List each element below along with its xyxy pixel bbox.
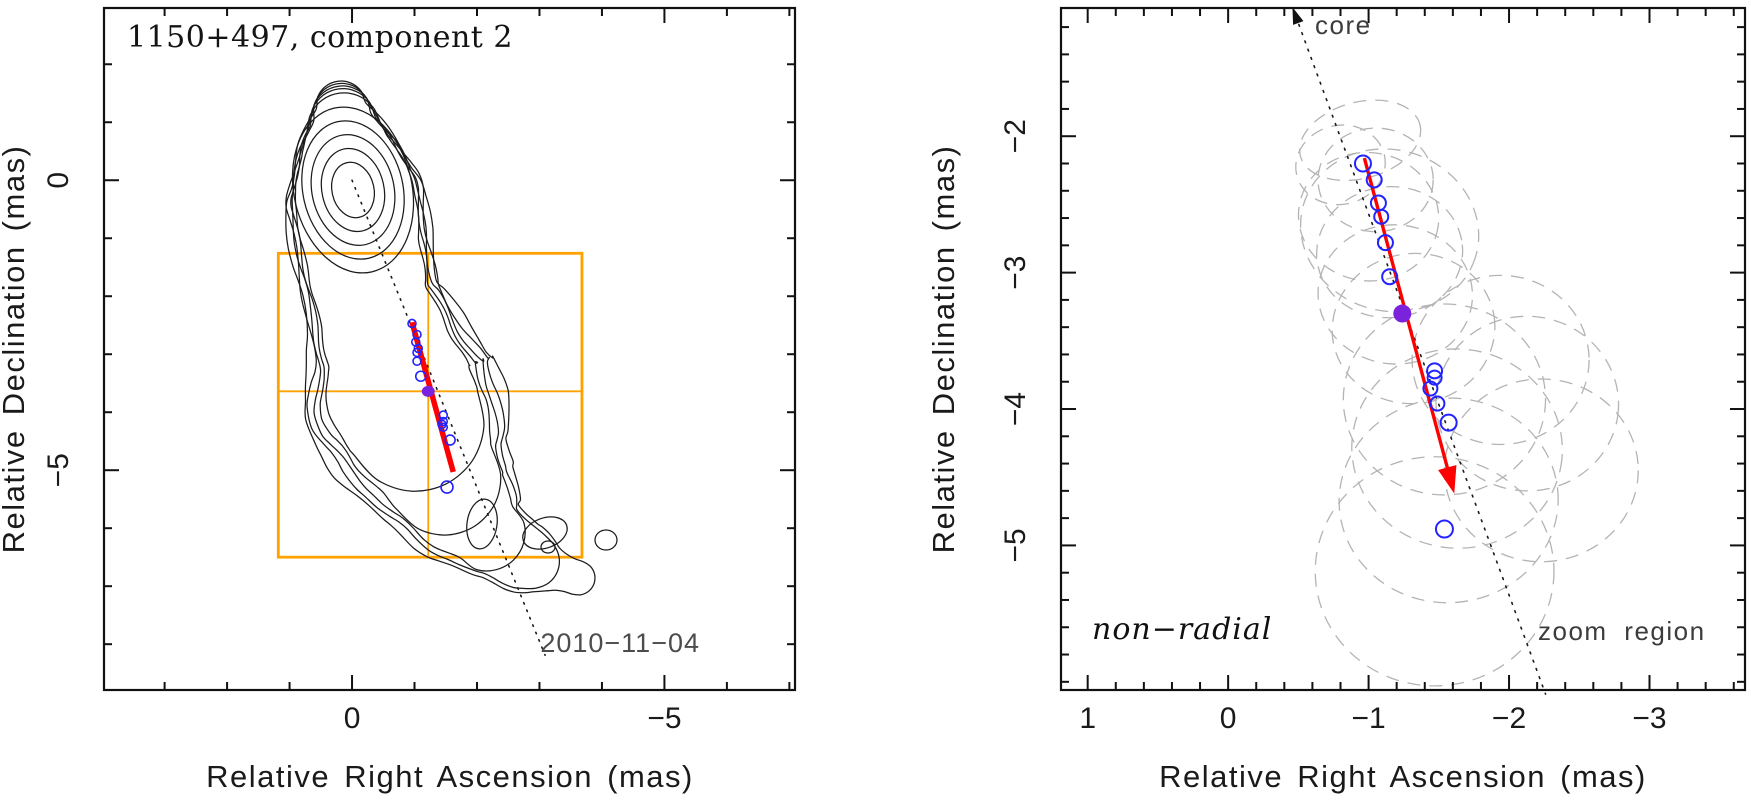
beam-ellipse: [1338, 397, 1559, 604]
contour-line: [294, 92, 485, 492]
beam-ellipse: [1331, 252, 1496, 405]
x-tick-label: 1: [1079, 702, 1096, 735]
beam-ellipse: [1299, 99, 1422, 182]
jet-axis-dotted-line: [1291, 7, 1547, 695]
component-circle: [1376, 234, 1394, 252]
beam-ellipse: [1314, 456, 1555, 687]
beam-ellipse: [1299, 148, 1480, 313]
jet-axis-dotted-line: [351, 179, 546, 657]
beam-ellipse: [1411, 274, 1590, 446]
x-tick-label: −3: [1632, 702, 1666, 735]
component-circle: [412, 356, 422, 366]
contour-line: [291, 106, 415, 274]
y-tick-label: 0: [42, 172, 75, 189]
contour-map: [285, 80, 618, 596]
contour-line: [301, 120, 405, 260]
right-panel: 1 0 −1 −2 −3 −2 −3 −4 −5 core zoom region non−ra…: [926, 6, 1747, 794]
contour-line: [330, 161, 376, 219]
zoom-box-rect: [276, 251, 584, 559]
beam-ellipse: [1295, 124, 1386, 206]
contour-line: [310, 134, 396, 246]
x-tick-label: 0: [1220, 702, 1237, 735]
component-circle: [438, 422, 449, 433]
y-tick-label: −3: [999, 256, 1032, 290]
observation-date: 2010−11−04: [540, 628, 700, 658]
component-circle: [1353, 154, 1372, 173]
core-label: core: [1315, 10, 1372, 40]
right-x-axis-title: Relative Right Ascension (mas): [1159, 759, 1647, 794]
contour-line: [522, 516, 568, 550]
contour-line: [291, 85, 526, 572]
left-jet-axis-dotted: [351, 179, 546, 657]
right-axes: 1 0 −1 −2 −3 −2 −3 −4 −5: [999, 6, 1747, 735]
beam-ellipse: [1443, 378, 1639, 563]
component-circle: [1422, 380, 1439, 397]
component-circle: [1439, 413, 1458, 432]
beam-ellipse: [1297, 151, 1440, 282]
component-circle: [413, 343, 424, 354]
component-circle: [444, 434, 456, 446]
y-tick-label: −2: [999, 119, 1032, 153]
x-tick-label: −1: [1351, 702, 1385, 735]
component-circle: [438, 410, 449, 420]
mean-position-dot: [1393, 304, 1412, 323]
component-circle: [1365, 171, 1383, 189]
core-arrowhead: [1292, 7, 1304, 25]
y-tick-label: −5: [999, 528, 1032, 562]
left-component-markers: [407, 318, 456, 494]
left-y-axis-title: Relative Declination (mas): [0, 145, 31, 554]
x-tick-label: −5: [647, 702, 681, 735]
component-circle: [414, 370, 427, 383]
trajectory-fit-line: [409, 321, 456, 473]
beam-ellipse: [1317, 224, 1474, 365]
contour-line: [594, 529, 618, 551]
right-y-axis-title: Relative Declination (mas): [926, 145, 961, 554]
mean-position-dot: [421, 385, 435, 397]
beam-ellipse: [1435, 315, 1620, 492]
velocity-arrowhead: [1438, 465, 1457, 494]
beam-ellipse: [1351, 348, 1564, 549]
left-panel: 0 −50−5 1150+497, component 2 2010−11−04 …: [0, 6, 797, 794]
x-tick-label: −2: [1492, 702, 1526, 735]
left-axes: 0 −5 0 −5: [42, 6, 797, 735]
component-circle: [440, 480, 454, 494]
contour-line: [466, 498, 498, 550]
plot-frame: [1059, 6, 1747, 692]
contour-line: [540, 540, 556, 554]
contour-line: [285, 82, 561, 590]
plot-frame: [102, 6, 797, 692]
beam-ellipse: [1342, 303, 1547, 496]
x-tick-label: 0: [344, 702, 361, 735]
component-circle: [1373, 208, 1390, 225]
component-circle: [1426, 369, 1443, 386]
non-radial-label: non−radial: [1092, 612, 1272, 647]
y-tick-label: −5: [42, 453, 75, 487]
beam-ellipse: [1317, 127, 1434, 233]
component-circle: [407, 318, 417, 329]
contour-line: [320, 147, 386, 233]
component-circle: [1426, 362, 1444, 380]
right-component-markers: [1353, 154, 1458, 539]
contour-line: [285, 80, 596, 596]
beam-ellipses: [1295, 99, 1639, 687]
y-tick-label: −4: [999, 392, 1032, 426]
right-jet-axis-dotted: [1291, 7, 1547, 695]
left-x-axis-title: Relative Right Ascension (mas): [206, 759, 694, 794]
zoom-box-group: [276, 251, 584, 559]
component-circle: [1381, 268, 1399, 286]
component-circle: [1434, 519, 1454, 539]
left-panel-title: 1150+497, component 2: [127, 20, 513, 55]
zoom-region-label: zoom region: [1538, 616, 1706, 646]
component-circle: [1429, 395, 1446, 412]
contour-line: [290, 88, 502, 536]
